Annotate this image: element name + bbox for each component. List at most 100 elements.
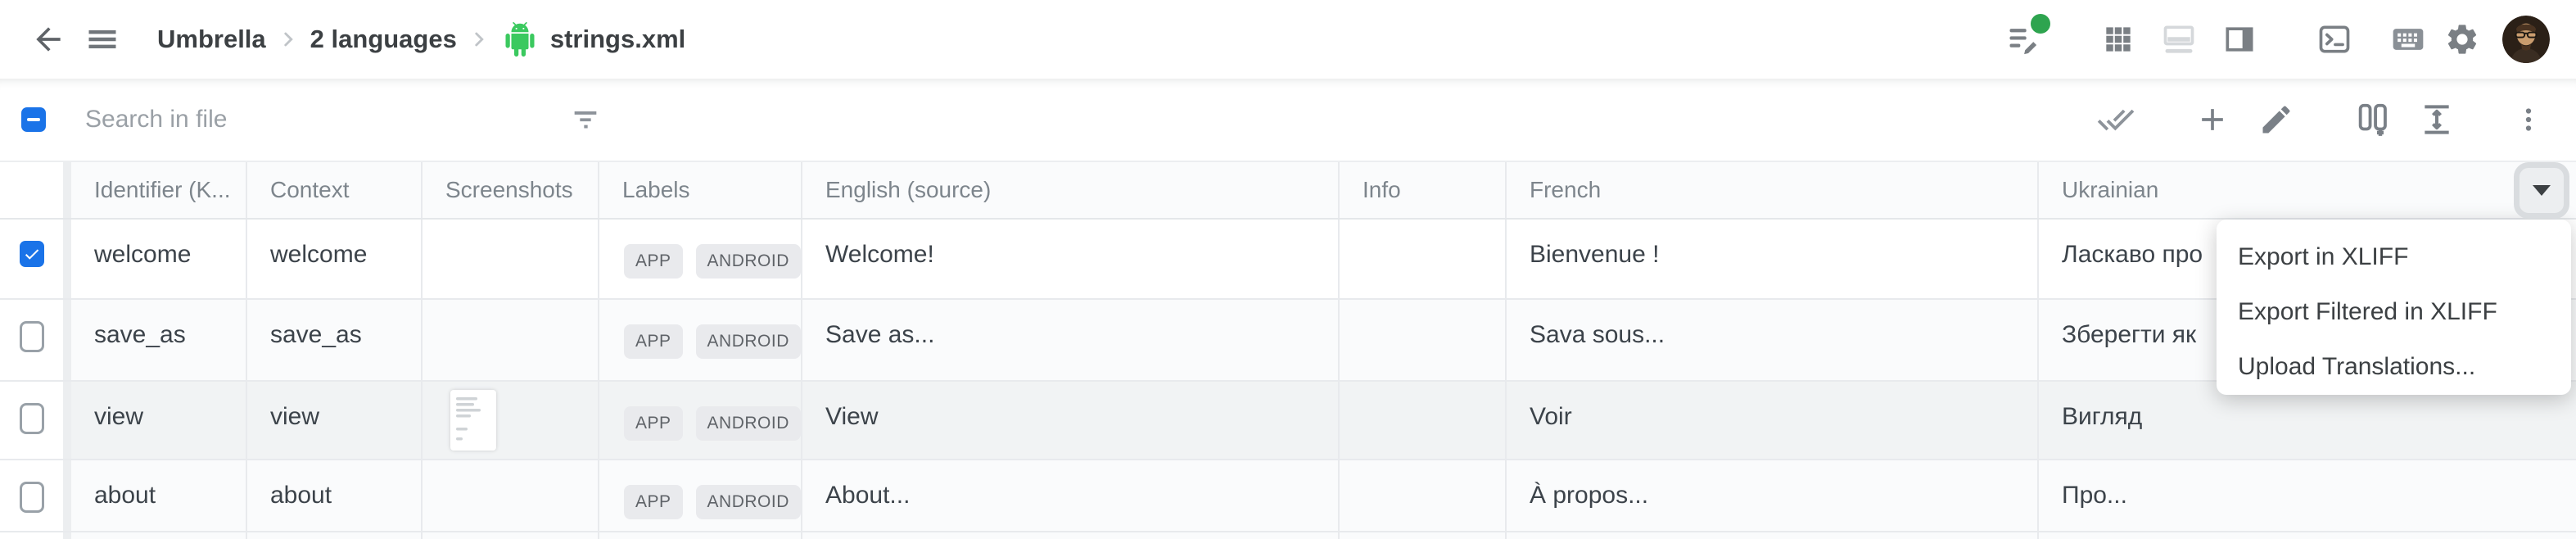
chevron-right-icon [278, 29, 299, 50]
app-bar-actions [2004, 14, 2550, 63]
column-menu-button[interactable] [2514, 162, 2569, 219]
column-menu: Export in XLIFF Export Filtered in XLIFF… [2217, 220, 2571, 395]
chevron-down-icon [2533, 185, 2551, 196]
row-checkbox-unchecked[interactable] [19, 321, 44, 352]
column-header-context[interactable]: Context [247, 162, 423, 218]
row-checkbox-unchecked[interactable] [19, 482, 44, 513]
file-toolbar [0, 79, 2576, 161]
cell-labels[interactable]: APP ANDROID [599, 220, 802, 298]
cell-screenshots[interactable] [423, 300, 599, 380]
toolbar-actions [2096, 100, 2543, 139]
add-column-icon[interactable] [2353, 100, 2393, 139]
cell-context[interactable]: save_as [247, 300, 423, 380]
notification-dot-icon [2031, 14, 2050, 34]
label-chip: APP [624, 485, 683, 519]
row-checkbox-unchecked[interactable] [19, 403, 44, 434]
cell-french[interactable]: Bienvenue ! [1507, 220, 2039, 298]
cell-context[interactable]: view [247, 382, 423, 459]
cell-info[interactable] [1340, 460, 1507, 531]
menu-item-upload-translations[interactable]: Upload Translations... [2238, 352, 2476, 380]
label-chip: APP [624, 244, 683, 279]
label-chip: ANDROID [695, 406, 801, 441]
dock-right-icon[interactable] [2221, 20, 2258, 58]
column-header-labels[interactable]: Labels [599, 162, 802, 218]
android-icon [501, 20, 539, 58]
grid-icon[interactable] [2099, 20, 2137, 58]
table-row: welcome welcome APP ANDROID Welcome! Bie… [0, 220, 2576, 300]
menu-icon[interactable] [84, 20, 121, 58]
table-row-partial [0, 532, 2576, 539]
screenshot-thumbnail[interactable] [450, 390, 496, 451]
row-checkbox-cell [0, 460, 63, 531]
breadcrumb-project[interactable]: Umbrella [157, 25, 266, 53]
cell-labels[interactable]: APP ANDROID [599, 300, 802, 380]
cell-english[interactable]: Welcome! [802, 220, 1340, 298]
table-row: view view APP ANDROID View Voir Вигляд [0, 382, 2576, 460]
cell-ukrainian[interactable]: Зберегти як [2062, 321, 2197, 348]
cell-ukrainian[interactable]: Ласкаво про [2062, 241, 2203, 268]
dock-bottom-icon[interactable] [2160, 20, 2198, 58]
column-header-french[interactable]: French [1507, 162, 2039, 218]
label-chip: APP [624, 324, 683, 359]
cell-context[interactable]: about [247, 460, 423, 531]
cell-english[interactable]: Save as... [802, 300, 1340, 380]
cell-english[interactable]: About... [802, 460, 1340, 531]
cell-french[interactable]: À propos... [1507, 460, 2039, 531]
cell-info[interactable] [1340, 300, 1507, 380]
avatar[interactable] [2502, 16, 2550, 63]
notes-edit-icon[interactable] [2004, 14, 2050, 58]
column-header-ukrainian[interactable]: Ukrainian [2062, 177, 2159, 202]
cell-screenshots[interactable] [423, 220, 599, 298]
header-checkbox-cell [0, 162, 63, 218]
label-chip: APP [624, 406, 683, 441]
done-all-icon[interactable] [2096, 100, 2135, 139]
label-chip: ANDROID [695, 244, 801, 279]
cell-identifier[interactable]: about [71, 460, 247, 531]
row-checkbox-cell [0, 300, 63, 380]
cell-labels[interactable]: APP ANDROID [599, 460, 802, 531]
terminal-icon[interactable] [2316, 20, 2353, 58]
cell-french[interactable]: Voir [1507, 382, 2039, 459]
menu-item-export-xliff[interactable]: Export in XLIFF [2238, 242, 2409, 270]
frozen-column-gutter[interactable] [63, 162, 71, 218]
row-checkbox-cell [0, 382, 63, 459]
cell-identifier[interactable]: view [71, 382, 247, 459]
kebab-icon[interactable] [2514, 100, 2543, 139]
menu-item-export-filtered-xliff[interactable]: Export Filtered in XLIFF [2238, 297, 2497, 325]
cell-french[interactable]: Sava sous... [1507, 300, 2039, 380]
gear-icon[interactable] [2443, 20, 2481, 58]
table-header-row: Identifier (K... Context Screenshots Lab… [0, 161, 2576, 220]
cell-english[interactable]: View [802, 382, 1340, 459]
cell-ukrainian[interactable]: Про... [2062, 482, 2127, 509]
cell-ukrainian[interactable]: Вигляд [2062, 403, 2143, 430]
plus-icon[interactable] [2193, 100, 2232, 139]
translations-table: Identifier (K... Context Screenshots Lab… [0, 161, 2576, 539]
chevron-right-icon [468, 29, 490, 50]
cell-context[interactable]: welcome [247, 220, 423, 298]
label-chip: ANDROID [695, 324, 801, 359]
cell-info[interactable] [1340, 382, 1507, 459]
cell-identifier[interactable]: welcome [71, 220, 247, 298]
breadcrumb-languages[interactable]: 2 languages [310, 25, 457, 53]
column-header-english[interactable]: English (source) [802, 162, 1340, 218]
keyboard-icon[interactable] [2389, 20, 2427, 58]
cell-screenshots[interactable] [423, 382, 599, 459]
filter-icon[interactable] [567, 101, 604, 138]
breadcrumb-file[interactable]: strings.xml [549, 25, 686, 53]
row-checkbox-checked[interactable] [19, 241, 44, 267]
column-header-info[interactable]: Info [1340, 162, 1507, 218]
cell-info[interactable] [1340, 220, 1507, 298]
column-header-screenshots[interactable]: Screenshots [423, 162, 599, 218]
back-icon[interactable] [29, 20, 67, 58]
label-chip: ANDROID [695, 485, 801, 519]
table-row: save_as save_as APP ANDROID Save as... S… [0, 300, 2576, 382]
table-row: about about APP ANDROID About... À propo… [0, 460, 2576, 532]
column-header-identifier[interactable]: Identifier (K... [71, 162, 247, 218]
row-height-icon[interactable] [2417, 100, 2456, 139]
cell-labels[interactable]: APP ANDROID [599, 382, 802, 459]
cell-screenshots[interactable] [423, 460, 599, 531]
cell-identifier[interactable]: save_as [71, 300, 247, 380]
search-input[interactable] [85, 106, 544, 134]
select-all-checkbox[interactable] [21, 107, 46, 132]
pencil-icon[interactable] [2257, 100, 2296, 139]
